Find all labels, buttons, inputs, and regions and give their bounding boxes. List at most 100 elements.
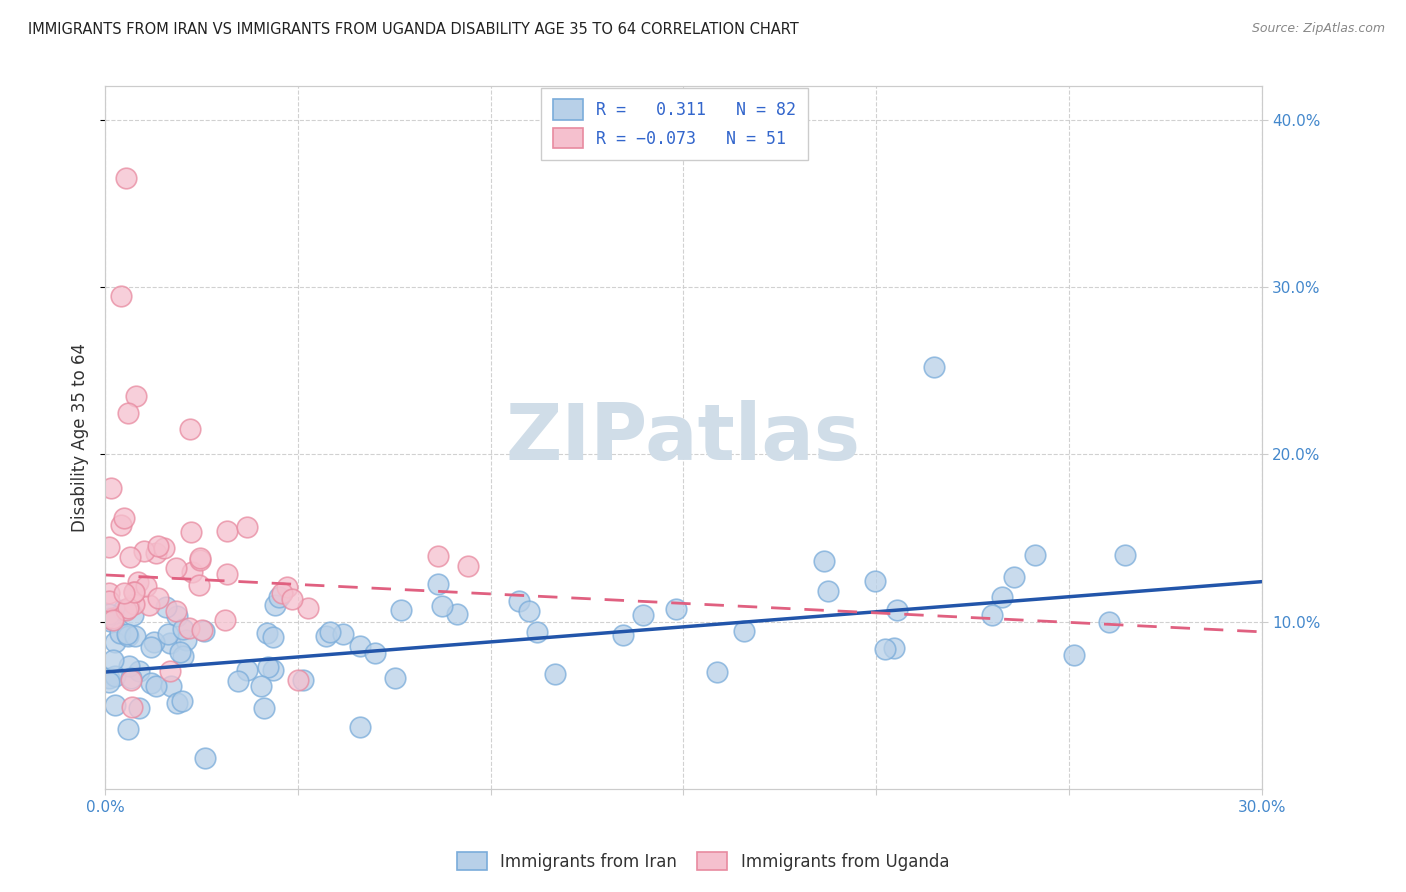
Point: [122, 584, 145, 599]
Point: [104, 698, 127, 712]
Point: [134, 544, 156, 558]
Text: IMMIGRANTS FROM IRAN VS IMMIGRANTS FROM UGANDA DISABILITY AGE 35 TO 64 CORRELATI: IMMIGRANTS FROM IRAN VS IMMIGRANTS FROM …: [28, 22, 799, 37]
Point: [98, 671, 121, 685]
Point: [631, 607, 654, 622]
Point: [194, 750, 217, 764]
Point: [127, 574, 149, 589]
Point: [122, 598, 145, 612]
Point: [172, 622, 194, 636]
Point: [170, 693, 193, 707]
Point: [544, 666, 567, 681]
Point: [101, 652, 124, 666]
Point: [226, 674, 249, 689]
Point: [160, 679, 183, 693]
Point: [217, 524, 239, 539]
Legend: R =   0.311   N = 82, R = −0.073   N = 51: R = 0.311 N = 82, R = −0.073 N = 51: [541, 87, 808, 160]
Point: [122, 607, 145, 622]
Point: [526, 624, 548, 639]
Point: [262, 631, 284, 645]
Point: [873, 641, 896, 656]
Point: [159, 636, 181, 650]
Point: [188, 550, 211, 565]
Y-axis label: Disability Age 35 to 64: Disability Age 35 to 64: [72, 343, 89, 533]
Point: [349, 720, 371, 734]
Point: [813, 554, 835, 568]
Point: [253, 701, 276, 715]
Point: [991, 590, 1014, 604]
Point: [1024, 548, 1046, 562]
Point: [267, 590, 290, 604]
Point: [155, 600, 177, 615]
Point: [120, 671, 142, 685]
Point: [236, 663, 259, 677]
Point: [124, 628, 146, 642]
Point: [922, 360, 945, 375]
Point: [706, 665, 728, 679]
Point: [122, 585, 145, 599]
Point: [117, 406, 139, 420]
Point: [111, 603, 134, 617]
Point: [384, 671, 406, 685]
Point: [389, 603, 412, 617]
Point: [169, 645, 191, 659]
Point: [281, 592, 304, 607]
Point: [256, 625, 278, 640]
Point: [120, 673, 142, 687]
Point: [315, 630, 337, 644]
Point: [193, 624, 215, 639]
Point: [174, 633, 197, 648]
Legend: Immigrants from Iran, Immigrants from Uganda: Immigrants from Iran, Immigrants from Ug…: [449, 844, 957, 880]
Point: [101, 611, 124, 625]
Point: [332, 626, 354, 640]
Point: [159, 664, 181, 678]
Point: [115, 602, 138, 616]
Text: Source: ZipAtlas.com: Source: ZipAtlas.com: [1251, 22, 1385, 36]
Point: [215, 567, 238, 582]
Point: [165, 604, 187, 618]
Point: [153, 541, 176, 555]
Point: [257, 660, 280, 674]
Point: [612, 628, 634, 642]
Point: [125, 389, 148, 403]
Point: [145, 546, 167, 560]
Point: [249, 679, 271, 693]
Point: [236, 520, 259, 534]
Point: [98, 540, 121, 554]
Point: [276, 580, 298, 594]
Point: [364, 646, 387, 660]
Point: [115, 627, 138, 641]
Point: [117, 629, 139, 643]
Point: [426, 576, 449, 591]
Point: [508, 594, 530, 608]
Point: [287, 673, 309, 688]
Point: [172, 649, 194, 664]
Point: [98, 594, 121, 608]
Point: [117, 601, 139, 615]
Point: [98, 586, 121, 600]
Point: [349, 640, 371, 654]
Point: [291, 673, 314, 687]
Point: [166, 609, 188, 624]
Point: [146, 540, 169, 554]
Point: [121, 700, 143, 714]
Point: [981, 607, 1004, 622]
Point: [457, 558, 479, 573]
Point: [112, 585, 135, 599]
Point: [142, 634, 165, 648]
Point: [166, 697, 188, 711]
Point: [883, 641, 905, 656]
Point: [1098, 615, 1121, 629]
Point: [98, 607, 121, 621]
Point: [104, 669, 127, 683]
Point: [104, 635, 127, 649]
Point: [817, 583, 839, 598]
Point: [263, 663, 285, 677]
Point: [135, 579, 157, 593]
Point: [98, 674, 121, 689]
Point: [177, 621, 200, 635]
Text: ZIPatlas: ZIPatlas: [506, 400, 860, 475]
Point: [139, 640, 162, 654]
Point: [128, 664, 150, 678]
Point: [264, 598, 287, 612]
Point: [188, 552, 211, 566]
